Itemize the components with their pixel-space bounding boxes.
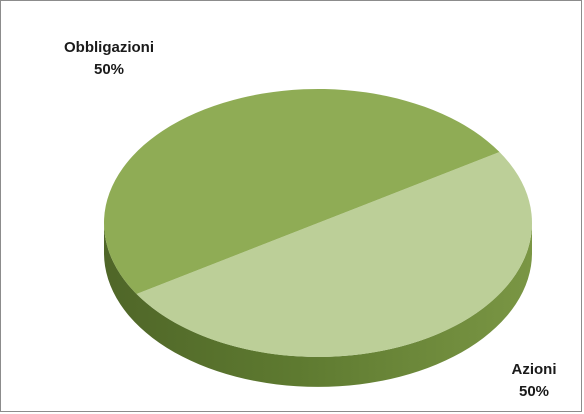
slice-name-azioni: Azioni (511, 361, 557, 378)
slice-percent-obbligazioni: 50% (93, 61, 125, 78)
pie-slice-azioni (104, 88, 500, 295)
slice-percent-azioni: 50% (518, 383, 550, 400)
pie-slice-obbligazioni (136, 151, 532, 357)
slice-label-azioni: Azioni 50% (499, 359, 569, 403)
slice-label-obbligazioni: Obbligazioni 50% (45, 37, 173, 81)
slice-name-obbligazioni: Obbligazioni (64, 39, 154, 56)
pie-side-wall (104, 223, 532, 387)
